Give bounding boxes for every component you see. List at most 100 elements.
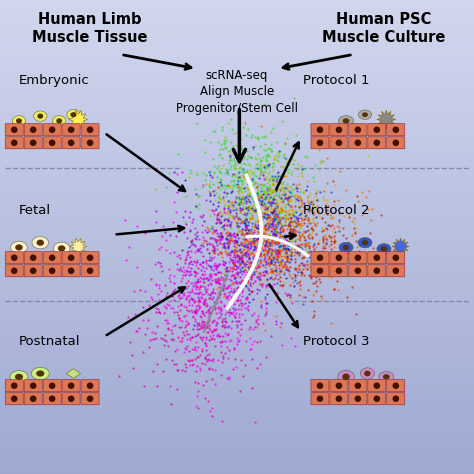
Point xyxy=(205,325,213,332)
Point xyxy=(312,214,320,221)
Point xyxy=(275,234,283,242)
Bar xyxy=(0,183,474,185)
Point xyxy=(236,259,244,267)
Point xyxy=(214,356,222,364)
Point xyxy=(260,242,268,249)
Point xyxy=(267,256,275,264)
Point xyxy=(261,272,268,279)
Point xyxy=(240,168,247,175)
Bar xyxy=(0,412,474,414)
Point xyxy=(339,231,347,239)
Point xyxy=(181,219,189,226)
Point xyxy=(207,191,214,199)
Bar xyxy=(0,76,474,77)
Bar xyxy=(0,120,474,122)
Point xyxy=(283,186,291,193)
Point xyxy=(169,337,177,344)
Point xyxy=(176,294,184,301)
Bar xyxy=(0,231,474,232)
Point xyxy=(273,228,280,235)
Point xyxy=(288,244,295,251)
Point xyxy=(312,288,320,295)
Point xyxy=(271,252,278,260)
Point xyxy=(228,287,235,295)
Point xyxy=(193,270,201,277)
Point xyxy=(250,237,257,245)
Point xyxy=(158,267,166,274)
Bar xyxy=(0,194,474,196)
Point xyxy=(310,177,318,185)
Point xyxy=(189,296,196,304)
Ellipse shape xyxy=(49,383,55,389)
Point xyxy=(189,237,196,244)
Point xyxy=(216,313,224,321)
Ellipse shape xyxy=(10,371,28,383)
Point xyxy=(248,206,256,213)
Point xyxy=(237,255,245,263)
Point xyxy=(315,275,323,283)
Point xyxy=(259,268,266,275)
Point xyxy=(257,169,264,177)
Point xyxy=(296,221,304,229)
Point xyxy=(266,239,273,247)
Text: Protocol 3: Protocol 3 xyxy=(303,335,370,348)
FancyBboxPatch shape xyxy=(24,380,42,392)
Point xyxy=(206,212,214,220)
Point xyxy=(205,328,212,336)
Point xyxy=(337,251,345,258)
Ellipse shape xyxy=(36,371,45,377)
Point xyxy=(301,241,309,248)
Point xyxy=(234,182,242,190)
Point xyxy=(241,266,248,274)
Ellipse shape xyxy=(392,139,399,146)
Point xyxy=(337,267,345,275)
Point xyxy=(188,279,195,286)
Point xyxy=(308,204,316,212)
Point xyxy=(252,222,259,230)
Point xyxy=(259,168,266,175)
FancyBboxPatch shape xyxy=(330,137,348,149)
Point xyxy=(269,195,276,202)
Point xyxy=(321,218,329,226)
Point xyxy=(273,200,281,207)
Point xyxy=(278,260,285,268)
Point xyxy=(193,283,201,291)
Point xyxy=(225,170,232,178)
Point xyxy=(224,295,231,303)
Point xyxy=(239,301,247,308)
Point xyxy=(245,277,252,284)
Point xyxy=(250,237,258,245)
Point xyxy=(229,271,237,279)
Point xyxy=(230,248,238,255)
Point xyxy=(221,323,229,331)
Point xyxy=(215,239,222,246)
Point xyxy=(272,229,280,237)
Point xyxy=(255,210,262,218)
Point xyxy=(186,258,193,266)
Bar xyxy=(0,179,474,180)
Point xyxy=(264,176,272,184)
FancyBboxPatch shape xyxy=(387,392,405,405)
Point xyxy=(316,188,324,195)
Point xyxy=(232,212,239,219)
Point xyxy=(200,218,207,225)
Point xyxy=(166,277,174,284)
Point xyxy=(319,245,327,252)
Point xyxy=(223,267,231,274)
Point xyxy=(251,233,259,241)
Point xyxy=(246,215,254,222)
Point xyxy=(170,199,177,206)
Point xyxy=(233,222,241,230)
Point xyxy=(265,252,273,260)
Point xyxy=(279,281,286,289)
Bar xyxy=(0,226,474,228)
Point xyxy=(173,189,181,196)
Point xyxy=(284,221,292,229)
Point xyxy=(218,231,225,238)
Point xyxy=(217,237,224,244)
Point xyxy=(265,260,273,268)
Point xyxy=(221,271,229,279)
Point xyxy=(202,356,210,363)
Bar xyxy=(0,128,474,129)
Point xyxy=(195,278,202,286)
